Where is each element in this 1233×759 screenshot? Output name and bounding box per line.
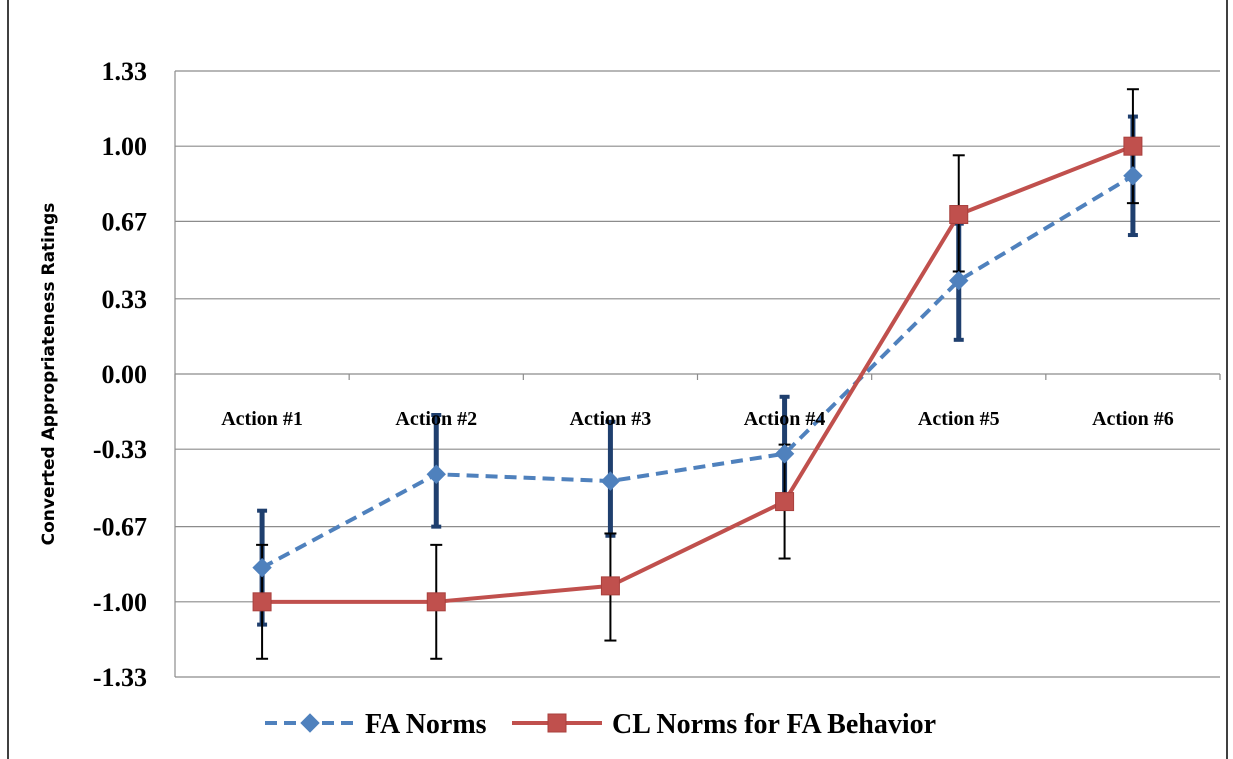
data-point-s1-5: [1123, 136, 1143, 156]
y-tick-label-5: -0.33: [93, 435, 147, 464]
x-category-label-1: Action #2: [395, 408, 477, 430]
x-category-label-0: Action #1: [221, 408, 303, 430]
data-point-s0-5: [1123, 166, 1143, 186]
x-category-label-4: Action #5: [918, 408, 1000, 430]
y-tick-label-3: 0.33: [102, 285, 148, 314]
data-point-s0-1: [426, 464, 446, 484]
legend-marker-1: [547, 713, 567, 733]
series-line-0: [261, 174, 1134, 570]
y-tick-label-1: 1.00: [102, 132, 148, 161]
data-point-s0-2: [600, 471, 621, 491]
y-tick-label-6: -0.67: [93, 513, 147, 542]
y-tick-label-7: -1.00: [93, 588, 147, 617]
data-point-s0-0: [252, 557, 272, 578]
data-point-s1-3: [775, 492, 795, 512]
y-tick-label-2: 0.67: [102, 207, 148, 236]
y-tick-label-8: -1.33: [93, 663, 147, 692]
data-point-s1-1: [426, 592, 446, 612]
x-category-label-5: Action #6: [1092, 408, 1174, 430]
x-category-label-3: Action #4: [744, 408, 826, 430]
y-tick-label-4: 0.00: [102, 360, 148, 389]
data-point-s1-2: [600, 576, 620, 596]
y-axis-title: Converted Appropriateness Ratings: [39, 203, 59, 546]
x-category-label-2: Action #3: [570, 408, 652, 430]
series-line-1: [262, 144, 1134, 604]
data-point-s1-4: [949, 205, 969, 225]
data-point-s0-4: [949, 270, 969, 291]
data-point-s0-3: [774, 444, 795, 464]
legend-marker-0: [300, 713, 320, 733]
data-point-s1-0: [252, 592, 272, 612]
y-tick-label-0: 1.33: [102, 57, 148, 86]
legend-label-1: CL Norms for FA Behavior: [612, 709, 936, 740]
legend-label-0: FA Norms: [365, 709, 487, 740]
